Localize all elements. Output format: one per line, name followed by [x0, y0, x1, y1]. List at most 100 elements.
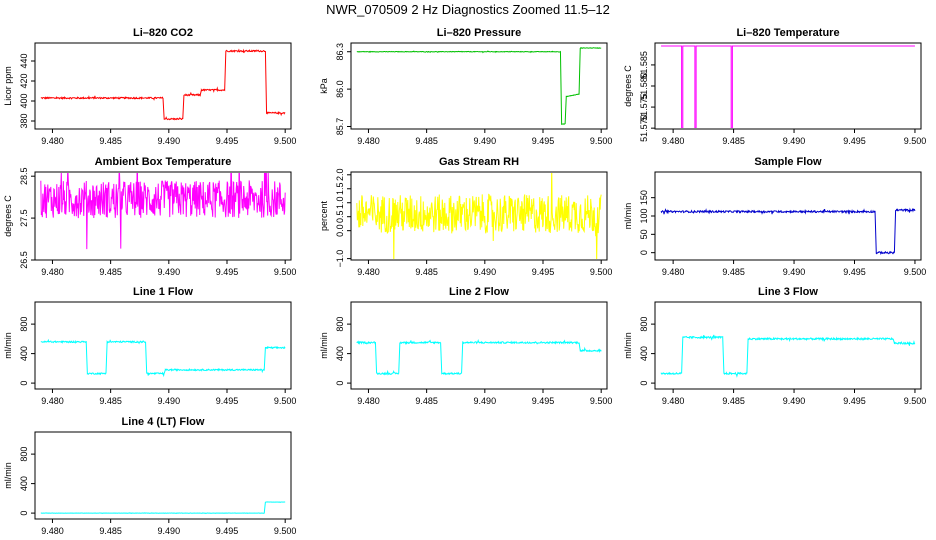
y-axis-label: ml/min	[3, 462, 13, 489]
y-tick-label: 100	[639, 208, 649, 223]
y-tick-label: 27.5	[19, 209, 29, 227]
chart-panel: Ambient Box Temperature degrees C 9.480 9.4…	[3, 156, 297, 277]
chart-title: Gas Stream RH	[439, 156, 519, 168]
plot-frame	[350, 301, 608, 390]
y-tick-label: 380	[19, 113, 29, 128]
y-tick-label: 51.570	[639, 114, 649, 142]
series-line	[40, 173, 286, 250]
page-title: NWR_070509 2 Hz Diagnostics Zoomed 11.5–…	[326, 2, 610, 17]
x-tick-label: 9.480	[662, 396, 685, 406]
chart-title: Line 1 Flow	[133, 286, 193, 298]
x-tick-label: 9.480	[41, 136, 64, 146]
chart-panel: Li–820 CO2 Licor ppm 9.480 9.485 9.490 9.495 9…	[3, 27, 296, 146]
y-tick-label: −1.0	[335, 250, 345, 268]
chart-title: Line 3 Flow	[758, 286, 818, 298]
x-tick-label: 9.495	[532, 136, 555, 146]
x-tick-label: 9.495	[216, 526, 239, 536]
y-tick-label: 0	[19, 381, 29, 386]
x-tick-label: 9.495	[532, 267, 555, 277]
x-tick-label: 9.480	[357, 136, 380, 146]
y-tick-label: 0	[639, 250, 649, 255]
chart-panel: Li–820 Pressure kPa 9.480 9.485 9.490 9.495 9.…	[319, 27, 612, 146]
chart-panel: Line 4 (LT) Flow ml/min 9.480 9.485 9.490 9.4…	[3, 416, 296, 536]
x-tick-label: 9.500	[904, 267, 927, 277]
plot-frame	[654, 171, 922, 261]
x-tick-label: 9.485	[415, 136, 438, 146]
plot-frame	[654, 301, 922, 390]
y-tick-label: 86.3	[335, 43, 345, 61]
y-tick-label: 2.0	[335, 169, 345, 182]
x-tick-label: 9.485	[99, 396, 122, 406]
y-tick-label: 51.580	[639, 72, 649, 100]
y-tick-label: 400	[639, 346, 649, 361]
x-tick-label: 9.485	[722, 396, 745, 406]
x-tick-label: 9.485	[722, 267, 745, 277]
series-line	[660, 334, 916, 378]
series-line	[661, 45, 915, 128]
y-tick-label: 150	[639, 190, 649, 205]
y-tick-label: 1.5	[335, 183, 345, 196]
chart-panel: Sample Flow ml/min 9.480 9.485 9.490 9.495 9.5…	[623, 156, 926, 277]
x-tick-label: 9.490	[783, 267, 806, 277]
x-tick-label: 9.485	[99, 267, 122, 277]
y-tick-label: 400	[335, 346, 345, 361]
y-tick-label: 800	[335, 317, 345, 332]
x-tick-label: 9.490	[158, 396, 181, 406]
x-tick-label: 9.495	[843, 267, 866, 277]
y-tick-label: 50	[639, 229, 649, 239]
x-tick-label: 9.500	[590, 396, 613, 406]
y-axis-label: kPa	[319, 78, 329, 94]
chart-title: Li–820 CO2	[133, 27, 193, 39]
x-tick-label: 9.480	[357, 396, 380, 406]
x-tick-label: 9.480	[662, 267, 685, 277]
x-tick-label: 9.500	[274, 267, 297, 277]
x-tick-label: 9.495	[532, 396, 555, 406]
y-axis-label: degrees C	[623, 65, 633, 107]
chart-panel: Line 2 Flow ml/min 9.480 9.485 9.490 9.495 9.5…	[319, 286, 612, 406]
series-line	[660, 207, 916, 256]
chart-title: Li–820 Pressure	[437, 27, 521, 39]
plot-frame	[350, 42, 608, 130]
y-tick-label: 800	[19, 447, 29, 462]
y-tick-label: 28.5	[19, 167, 29, 185]
x-tick-label: 9.485	[415, 267, 438, 277]
series-line	[356, 47, 602, 126]
x-tick-label: 9.485	[722, 136, 745, 146]
chart-panel: Line 1 Flow ml/min 9.480 9.485 9.490 9.495 9.5…	[3, 286, 296, 406]
y-tick-label: 51.575	[639, 93, 649, 121]
x-tick-label: 9.485	[99, 526, 122, 536]
x-tick-label: 9.490	[474, 267, 497, 277]
y-tick-label: 800	[19, 317, 29, 332]
x-tick-label: 9.495	[843, 396, 866, 406]
x-tick-label: 9.490	[474, 136, 497, 146]
x-tick-label: 9.490	[783, 136, 806, 146]
series-line	[356, 173, 602, 259]
y-tick-label: 1.0	[335, 196, 345, 209]
chart-panel: Li–820 Temperature degrees C 9.480 9.485 9.4…	[623, 27, 926, 146]
y-tick-label: 51.585	[639, 51, 649, 79]
x-tick-label: 9.500	[904, 136, 927, 146]
x-tick-label: 9.490	[158, 526, 181, 536]
plot-frame	[34, 42, 292, 130]
x-tick-label: 9.480	[41, 396, 64, 406]
y-axis-label: ml/min	[3, 332, 13, 359]
x-tick-label: 9.485	[99, 136, 122, 146]
x-tick-label: 9.500	[590, 136, 613, 146]
chart-title: Li–820 Temperature	[736, 27, 839, 39]
y-axis-label: ml/min	[623, 332, 633, 359]
x-tick-label: 9.480	[662, 136, 685, 146]
chart-title: Ambient Box Temperature	[95, 156, 232, 168]
x-tick-label: 9.495	[216, 136, 239, 146]
chart-title: Line 4 (LT) Flow	[122, 416, 205, 428]
x-tick-label: 9.495	[216, 396, 239, 406]
x-tick-label: 9.480	[41, 267, 64, 277]
x-tick-label: 9.485	[415, 396, 438, 406]
chart-title: Line 2 Flow	[449, 286, 509, 298]
x-tick-label: 9.490	[474, 396, 497, 406]
x-tick-label: 9.500	[274, 396, 297, 406]
y-tick-label: 0.0	[335, 224, 345, 237]
plot-frame	[34, 431, 292, 520]
x-tick-label: 9.500	[274, 526, 297, 536]
chart-title: Sample Flow	[754, 156, 822, 168]
